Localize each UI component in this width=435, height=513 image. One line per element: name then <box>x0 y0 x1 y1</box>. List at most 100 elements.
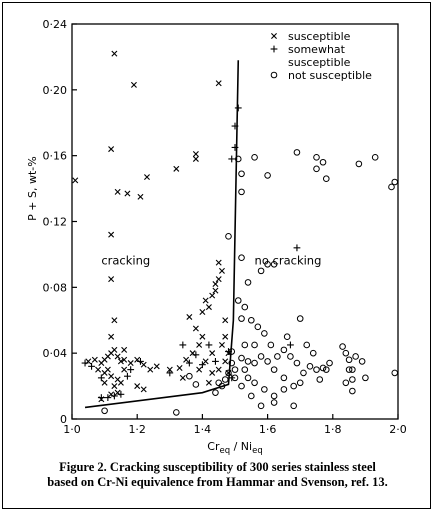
susceptible-point <box>72 177 79 184</box>
legend-label: susceptible <box>288 30 351 43</box>
not-susceptible-point <box>225 369 232 377</box>
y-tick-label: 0·16 <box>43 150 68 163</box>
not-susceptible-point <box>355 160 363 168</box>
not-susceptible-point <box>339 343 346 350</box>
x-axis-label-sub-2: eq <box>252 446 263 456</box>
not-susceptible-point <box>212 389 219 396</box>
susceptible-point <box>209 292 216 299</box>
somewhat-susceptible-point <box>110 392 118 400</box>
not-susceptible-point <box>349 376 356 383</box>
not-susceptible-point <box>264 260 271 268</box>
not-susceptible-point <box>173 409 180 416</box>
susceptible-point <box>218 341 225 348</box>
not-susceptible-point <box>257 353 265 360</box>
susceptible-point <box>215 259 222 266</box>
not-susceptible-point <box>270 366 278 373</box>
y-tick-label: 0·08 <box>43 281 68 294</box>
susceptible-point <box>209 369 216 376</box>
not-susceptible-point <box>101 407 108 415</box>
not-susceptible-point <box>287 353 294 360</box>
legend-marker <box>271 33 277 39</box>
susceptible-point <box>153 363 160 370</box>
not-susceptible-point <box>293 359 301 367</box>
not-susceptible-point <box>254 323 262 331</box>
not-susceptible-point <box>234 155 242 163</box>
susceptible-point <box>215 366 222 373</box>
not-susceptible-point <box>313 165 320 173</box>
somewhat-susceptible-point <box>117 390 125 398</box>
susceptible-point <box>108 373 115 380</box>
susceptible-point <box>192 155 199 162</box>
not-susceptible-point <box>270 399 278 406</box>
not-susceptible-point <box>251 341 258 349</box>
y-axis-label: P + S, wt-% <box>26 156 39 221</box>
not-susceptible-point <box>215 379 222 387</box>
somewhat-susceptible-point <box>97 394 105 402</box>
caption-line-2: based on Cr-Ni equivalence from Hammar a… <box>47 475 388 489</box>
x-tick-label: 1·8 <box>324 423 342 436</box>
not-susceptible-point <box>231 374 239 382</box>
data-points <box>72 50 399 416</box>
not-susceptible-point <box>238 188 245 196</box>
susceptible-point <box>140 361 147 368</box>
susceptible-point <box>202 297 209 304</box>
x-tick-label: 2·0 <box>389 423 407 436</box>
x-axis-label-ni: / Ni <box>230 440 252 453</box>
caption-line-1: Figure 2. Cracking susceptibility of 300… <box>59 460 376 474</box>
not-susceptible-point <box>322 175 330 183</box>
x-tick-label: 1·0 <box>63 423 81 436</box>
not-susceptible-point <box>257 402 265 410</box>
susceptible-point <box>114 188 121 195</box>
susceptible-point <box>186 313 193 320</box>
y-tick-label: 0·24 <box>43 18 68 31</box>
y-tick-label: 0·04 <box>43 347 68 360</box>
not-susceptible-point <box>300 369 307 377</box>
susceptible-point <box>137 193 144 200</box>
somewhat-susceptible-point <box>212 357 219 365</box>
susceptible-point <box>117 358 124 365</box>
x-tick-label: 1·4 <box>194 423 212 436</box>
not-susceptible-point <box>293 149 301 156</box>
not-susceptible-point <box>251 359 258 367</box>
not-susceptible-point <box>342 379 350 387</box>
somewhat-susceptible-point <box>231 122 239 130</box>
susceptible-point <box>222 358 229 365</box>
susceptible-point <box>202 358 209 365</box>
not-susceptible-point <box>270 392 278 400</box>
not-susceptible-point <box>251 379 258 387</box>
legend-label: not susceptible <box>288 69 372 82</box>
susceptible-point <box>114 353 121 360</box>
x-axis-label-cr: Cr <box>207 440 220 453</box>
not-susceptible-point <box>296 315 304 322</box>
not-susceptible-point <box>349 387 356 395</box>
x-axis-tick-labels: 1·0 1·2 1·4 1·6 1·8 2·0 <box>63 423 407 436</box>
susceptible-point <box>176 364 183 371</box>
susceptible-point <box>108 231 115 238</box>
not-susceptible-point <box>231 366 239 373</box>
somewhat-susceptible-point <box>287 341 294 349</box>
not-susceptible-point <box>303 341 311 349</box>
susceptible-point <box>192 151 199 158</box>
y-tick-label: 0·12 <box>43 216 68 229</box>
susceptible-point <box>183 356 190 363</box>
somewhat-susceptible-point <box>185 359 193 367</box>
not-susceptible-point <box>234 297 242 304</box>
susceptible-point <box>134 383 141 390</box>
x-tick-label: 1·2 <box>128 423 146 436</box>
susceptible-point <box>95 366 102 373</box>
somewhat-susceptible-point <box>104 394 112 402</box>
susceptible-point <box>179 374 186 381</box>
susceptible-point <box>209 350 216 357</box>
susceptible-point <box>121 356 128 363</box>
not-susceptible-point <box>345 356 353 364</box>
legend-label: susceptible <box>288 56 351 69</box>
susceptible-point <box>215 80 222 87</box>
scatter-chart: 1·0 1·2 1·4 1·6 1·8 2·0 0 0·04 0·08 0·12 0·16 0·20… <box>26 18 407 456</box>
somewhat-susceptible-point <box>293 244 301 252</box>
susceptible-point <box>212 287 219 294</box>
boundary-line <box>84 60 240 409</box>
somewhat-susceptible-point <box>179 341 187 349</box>
somewhat-susceptible-point <box>199 361 206 369</box>
not-susceptible-point <box>270 260 278 268</box>
